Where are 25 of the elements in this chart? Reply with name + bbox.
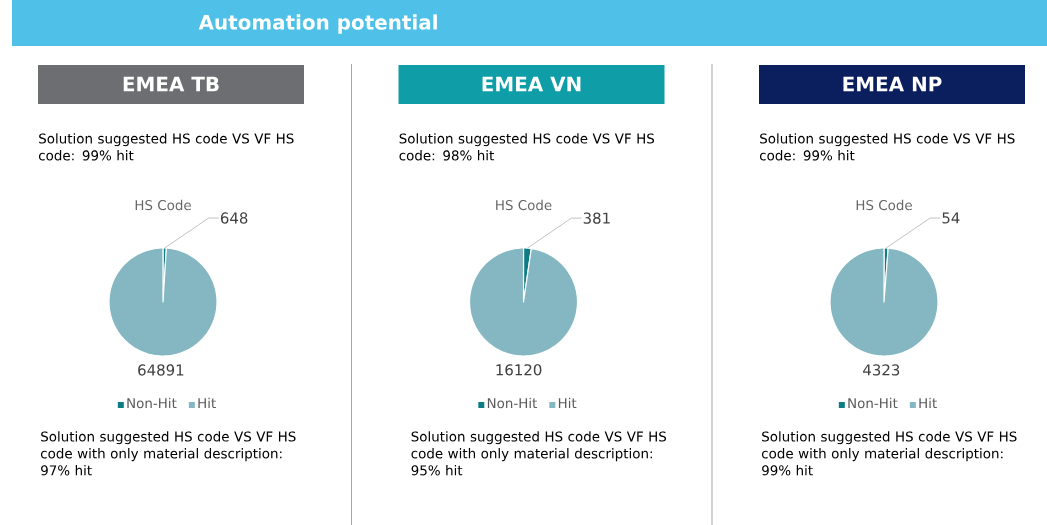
- data-label: 381: [583, 212, 610, 224]
- data-label: 648: [220, 212, 248, 224]
- legend-label: Hit: [198, 397, 216, 408]
- text: Automation potential: [198, 14, 437, 34]
- data-label: 64891: [138, 364, 184, 376]
- legend-label: Non-Hit: [487, 397, 538, 409]
- legend-label: Hit: [558, 397, 577, 408]
- text: HS Code: [135, 199, 191, 211]
- data-label: 54: [942, 212, 960, 224]
- legend-label: Hit: [919, 397, 937, 408]
- data-label: 4323: [863, 364, 900, 376]
- chart-subtitle: Solution suggested HS code VS VF HS code: 99% hit: [759, 133, 1015, 161]
- chart-subtitle: Solution suggested HS code VS VF HS code: 99% hit: [38, 133, 294, 161]
- chart-subtitle: Solution suggested HS code VS VF HS code: 98% hit: [399, 133, 655, 161]
- legend-label: Non-Hit: [848, 397, 898, 409]
- chart-title: EMEA NP: [843, 76, 942, 92]
- text: Solution suggested HS code VS VF HS code with only material description: 97% hit: [40, 431, 296, 476]
- text: HS Code: [856, 199, 912, 211]
- chart-title: EMEA TB: [123, 76, 219, 92]
- legend-label: Non-Hit: [127, 397, 177, 409]
- text: HS Code: [496, 199, 552, 211]
- chart-title: EMEA VN: [482, 76, 581, 92]
- text: Solution suggested HS code VS VF HS code with only material description: 95% hit: [411, 431, 667, 476]
- text: Solution suggested HS code VS VF HS code with only material description: 99% hit: [761, 431, 1017, 476]
- data-label: 16120: [496, 364, 542, 376]
